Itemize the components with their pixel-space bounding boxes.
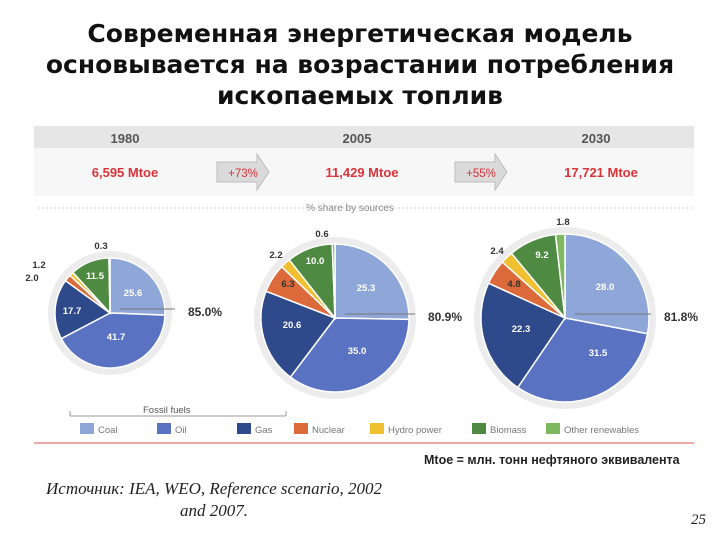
- pie-slice-2005-gas: [260, 290, 337, 379]
- year-label-1980: 1980: [111, 131, 140, 146]
- legend-swatch-gas: [237, 423, 251, 434]
- pie-slice-2030-coal: [564, 233, 650, 335]
- legend-label-nuclear: Nuclear: [312, 425, 345, 436]
- legend-swatch-oil: [157, 423, 171, 434]
- slice-label-2030-5: 9.2: [535, 250, 548, 261]
- fossil-fuels-label: Fossil fuels: [143, 405, 191, 416]
- pie-slice-1980-coal: [109, 257, 166, 316]
- fossil-share-label-1980: 85.0%: [188, 305, 222, 319]
- slice-label-1980-2: 17.7: [63, 306, 82, 317]
- slice-label-2030-2: 22.3: [512, 324, 531, 335]
- source-note: Источник: IEA, WEO, Reference scenario, …: [46, 479, 382, 520]
- unit-note: Mtoe = млн. тонн нефтяного эквивалента: [424, 453, 680, 467]
- slice-label-1980-5: 11.5: [86, 271, 105, 282]
- year-header-band: [34, 126, 694, 148]
- slice-label-1980-4: 1.2: [32, 260, 45, 271]
- growth-label-2: +55%: [466, 168, 496, 180]
- total-label-2030: 17,721 Mtoe: [564, 165, 638, 180]
- slide-title: Современная энергетическая модель основы…: [0, 18, 720, 111]
- slice-label-2005-3: 6.3: [281, 279, 294, 290]
- slide-title-line-1: Современная энергетическая модель: [87, 19, 633, 48]
- legend-swatch-coal: [80, 423, 94, 434]
- page-number: 25: [691, 512, 706, 528]
- growth-label-1: +73%: [228, 168, 258, 180]
- legend-label-hydro-power: Hydro power: [388, 425, 442, 436]
- slice-label-2030-3: 4.8: [507, 279, 520, 290]
- slice-label-2005-0: 25.3: [357, 283, 376, 294]
- chart-subtitle: % share by sources: [306, 203, 394, 214]
- growth-arrow-2: [454, 152, 508, 192]
- pie-slice-1980-gas: [54, 279, 112, 340]
- slice-label-1980-6: 0.3: [94, 241, 107, 252]
- legend-swatch-hydro-power: [370, 423, 384, 434]
- slice-label-2030-1: 31.5: [589, 348, 608, 359]
- legend-swatch-biomass: [472, 423, 486, 434]
- slice-label-2030-0: 28.0: [596, 282, 615, 293]
- slice-label-1980-0: 25.6: [124, 288, 143, 299]
- pie-slice-2005-oil: [289, 317, 410, 393]
- year-label-2005: 2005: [343, 131, 372, 146]
- fossil-share-label-2030: 81.8%: [664, 310, 698, 324]
- pie-slice-2005-coal: [334, 243, 410, 321]
- year-label-2030: 2030: [582, 131, 611, 146]
- legend-label-coal: Coal: [98, 425, 118, 436]
- slice-label-2005-1: 35.0: [348, 346, 367, 357]
- pie-slice-2030-other-renewables: [554, 233, 566, 319]
- slice-label-2005-4: 2.2: [269, 250, 282, 261]
- totals-band: [34, 148, 694, 196]
- pie-slice-2030-oil: [516, 317, 649, 403]
- growth-arrow-1: [216, 152, 270, 192]
- slice-label-2005-2: 20.6: [283, 320, 302, 331]
- legend-label-biomass: Biomass: [490, 425, 527, 436]
- legend-swatch-other-renewables: [546, 423, 560, 434]
- slice-label-2005-5: 10.0: [306, 256, 325, 267]
- legend-label-gas: Gas: [255, 425, 273, 436]
- slice-label-2005-6: 0.6: [315, 229, 328, 240]
- legend-swatch-nuclear: [294, 423, 308, 434]
- legend-label-oil: Oil: [175, 425, 187, 436]
- slice-label-2030-4: 2.4: [490, 246, 504, 257]
- slice-label-2030-6: 1.8: [556, 217, 569, 228]
- fossil-share-label-2005: 80.9%: [428, 310, 462, 324]
- total-label-1980: 6,595 Mtoe: [92, 165, 158, 180]
- pie-slice-1980-other-renewables: [108, 257, 111, 314]
- pie-slice-1980-oil: [60, 312, 166, 369]
- total-label-2005: 11,429 Mtoe: [326, 165, 399, 180]
- slice-label-1980-3: 2.0: [25, 273, 38, 284]
- legend-label-other-renewables: Other renewables: [564, 425, 639, 436]
- slide-title-line-2: основывается на возрастании потребления: [45, 50, 675, 79]
- slice-label-1980-1: 41.7: [107, 332, 126, 343]
- pie-slice-2005-other-renewables: [331, 243, 336, 319]
- slide-title-line-3: ископаемых топлив: [216, 81, 504, 110]
